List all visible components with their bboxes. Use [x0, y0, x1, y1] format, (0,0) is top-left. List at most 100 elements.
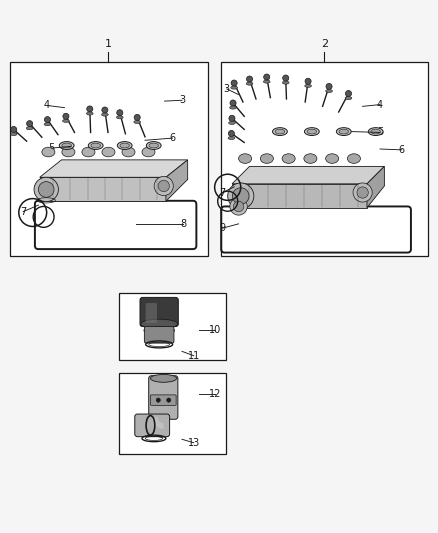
Circle shape — [154, 176, 173, 196]
Ellipse shape — [326, 90, 332, 93]
Ellipse shape — [282, 154, 295, 163]
Ellipse shape — [11, 133, 17, 135]
Ellipse shape — [231, 86, 237, 89]
Ellipse shape — [42, 147, 55, 157]
Ellipse shape — [122, 147, 135, 157]
Circle shape — [87, 106, 93, 112]
Circle shape — [228, 183, 254, 209]
Text: 3: 3 — [224, 84, 230, 94]
Ellipse shape — [230, 106, 237, 109]
Text: 6: 6 — [170, 133, 176, 143]
Ellipse shape — [63, 119, 69, 123]
Ellipse shape — [117, 142, 132, 149]
Circle shape — [158, 180, 170, 192]
Ellipse shape — [146, 142, 161, 149]
Circle shape — [156, 398, 160, 402]
Ellipse shape — [304, 154, 317, 163]
Polygon shape — [166, 160, 187, 201]
Ellipse shape — [117, 116, 123, 119]
Ellipse shape — [368, 128, 383, 135]
Text: 7: 7 — [219, 188, 226, 198]
Text: 4: 4 — [44, 100, 50, 110]
Circle shape — [39, 182, 54, 197]
Text: 5: 5 — [377, 127, 383, 138]
FancyBboxPatch shape — [140, 297, 178, 327]
Ellipse shape — [62, 147, 75, 157]
FancyBboxPatch shape — [135, 414, 170, 437]
Circle shape — [102, 107, 108, 113]
Bar — [119, 373, 226, 454]
FancyBboxPatch shape — [145, 327, 174, 343]
Ellipse shape — [263, 80, 270, 83]
Bar — [119, 293, 226, 360]
Circle shape — [353, 183, 372, 202]
Ellipse shape — [142, 147, 155, 157]
Polygon shape — [40, 160, 187, 177]
Ellipse shape — [345, 96, 352, 100]
Text: 11: 11 — [187, 351, 200, 361]
Circle shape — [27, 120, 33, 127]
Text: 5: 5 — [48, 143, 55, 153]
Ellipse shape — [134, 120, 141, 124]
FancyBboxPatch shape — [149, 376, 178, 419]
Circle shape — [166, 398, 171, 402]
Ellipse shape — [150, 375, 177, 382]
Circle shape — [357, 187, 368, 198]
Circle shape — [11, 126, 17, 133]
Ellipse shape — [275, 129, 285, 134]
Ellipse shape — [149, 143, 159, 148]
Ellipse shape — [91, 143, 100, 148]
Ellipse shape — [371, 129, 381, 134]
Circle shape — [233, 201, 244, 212]
Ellipse shape — [272, 128, 287, 135]
Circle shape — [134, 115, 140, 120]
Ellipse shape — [325, 154, 339, 163]
Polygon shape — [40, 177, 166, 201]
Text: 1: 1 — [105, 39, 112, 49]
Text: 9: 9 — [219, 223, 226, 233]
Ellipse shape — [283, 81, 289, 84]
Polygon shape — [367, 166, 385, 208]
Circle shape — [228, 131, 234, 136]
Text: 8: 8 — [180, 219, 187, 229]
Ellipse shape — [347, 154, 360, 163]
Text: 12: 12 — [208, 389, 221, 399]
Ellipse shape — [86, 112, 93, 115]
Text: 7: 7 — [20, 207, 26, 216]
Circle shape — [117, 110, 123, 116]
Polygon shape — [232, 184, 367, 208]
Ellipse shape — [144, 327, 174, 334]
Circle shape — [34, 177, 58, 201]
FancyBboxPatch shape — [146, 303, 157, 323]
Ellipse shape — [88, 142, 103, 149]
Bar — [10, 62, 208, 256]
Circle shape — [305, 78, 311, 84]
Ellipse shape — [307, 129, 317, 134]
Ellipse shape — [228, 136, 235, 140]
Bar — [221, 62, 428, 256]
Ellipse shape — [339, 129, 349, 134]
Ellipse shape — [336, 128, 351, 135]
Circle shape — [44, 117, 50, 123]
Ellipse shape — [82, 147, 95, 157]
Circle shape — [283, 75, 289, 81]
Circle shape — [247, 76, 253, 82]
Circle shape — [346, 91, 352, 96]
Ellipse shape — [239, 154, 252, 163]
Circle shape — [229, 115, 235, 122]
Text: 13: 13 — [187, 438, 200, 448]
Ellipse shape — [62, 143, 71, 148]
Text: 2: 2 — [321, 39, 328, 49]
Circle shape — [231, 80, 237, 86]
Circle shape — [230, 198, 247, 215]
Circle shape — [63, 114, 69, 119]
Circle shape — [230, 100, 236, 106]
Ellipse shape — [260, 154, 273, 163]
Text: 6: 6 — [399, 145, 405, 155]
Ellipse shape — [304, 128, 319, 135]
Ellipse shape — [26, 127, 33, 130]
Text: 4: 4 — [377, 100, 383, 110]
FancyBboxPatch shape — [150, 395, 176, 405]
Ellipse shape — [102, 113, 108, 116]
Ellipse shape — [44, 123, 51, 126]
